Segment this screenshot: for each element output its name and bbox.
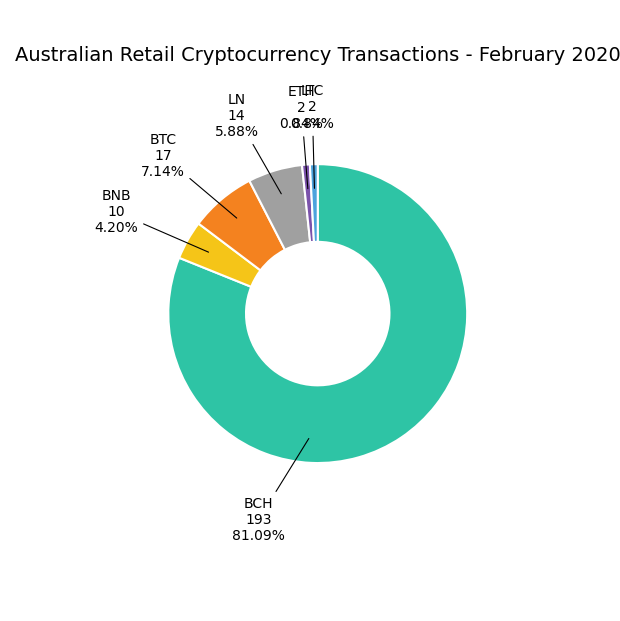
Text: LTC
2
0.84%: LTC 2 0.84% — [290, 84, 334, 188]
Text: BTC
17
7.14%: BTC 17 7.14% — [141, 133, 237, 218]
Wedge shape — [198, 181, 285, 270]
Title: Australian Retail Cryptocurrency Transactions - February 2020: Australian Retail Cryptocurrency Transac… — [15, 45, 620, 65]
Wedge shape — [310, 164, 318, 242]
Text: BNB
10
4.20%: BNB 10 4.20% — [94, 189, 208, 252]
Wedge shape — [179, 224, 260, 287]
Text: ETH
2
0.84%: ETH 2 0.84% — [280, 85, 324, 189]
Text: LN
14
5.88%: LN 14 5.88% — [215, 93, 281, 194]
Text: BCH
193
81.09%: BCH 193 81.09% — [232, 438, 309, 543]
Wedge shape — [168, 164, 467, 463]
Wedge shape — [249, 165, 310, 250]
Wedge shape — [302, 165, 314, 242]
